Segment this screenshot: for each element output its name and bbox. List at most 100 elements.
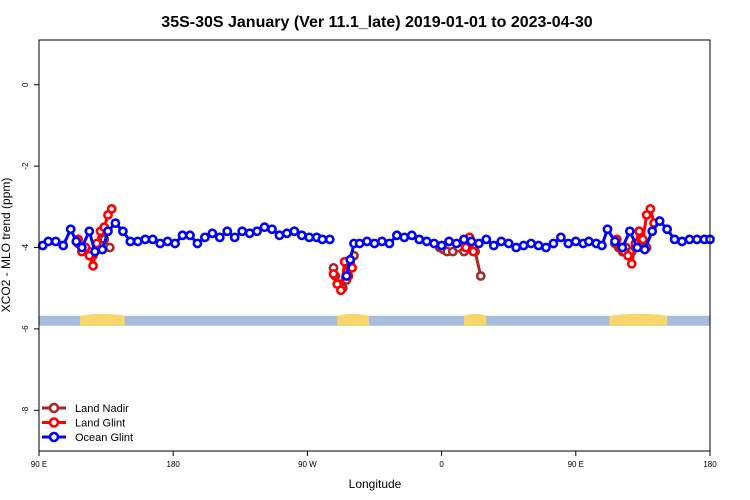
data-point <box>473 238 484 249</box>
legend-label: Land Nadir <box>75 403 129 415</box>
data-point <box>459 234 469 245</box>
legend-item-ocean-glint: Ocean Glint <box>42 431 133 444</box>
land-band-3 <box>463 313 487 326</box>
data-point <box>466 236 477 247</box>
data-point <box>654 216 665 226</box>
data-point <box>199 232 210 243</box>
data-point <box>289 226 300 237</box>
data-point <box>475 271 486 281</box>
x-tick-label: 0 <box>439 460 444 469</box>
data-point <box>511 242 522 253</box>
data-point <box>84 226 95 237</box>
data-point <box>563 238 574 249</box>
data-point <box>274 230 285 241</box>
data-point <box>541 242 551 253</box>
data-point <box>177 230 188 241</box>
data-point <box>76 242 87 253</box>
data-point <box>596 240 607 251</box>
data-point <box>222 226 233 237</box>
plot-frame <box>38 39 711 452</box>
ocean-band <box>39 315 710 326</box>
data-point <box>317 234 328 245</box>
data-point <box>623 250 633 261</box>
surface-band <box>39 313 710 326</box>
legend-swatch-marker <box>48 402 60 414</box>
data-point <box>155 238 166 249</box>
y-axis-label: XCO2 - MLO trend (ppm) <box>0 178 13 313</box>
data-point <box>103 226 113 237</box>
data-point <box>43 236 54 247</box>
data-point <box>444 236 454 247</box>
data-point <box>451 238 462 249</box>
data-point <box>399 232 410 243</box>
land-band-4 <box>609 313 668 326</box>
data-point <box>362 236 372 247</box>
y-tick-label: -2 <box>21 162 30 170</box>
data-point <box>662 224 673 235</box>
x-tick-label: 180 <box>703 460 717 469</box>
data-point <box>304 232 315 243</box>
x-axis: 90 E 180 90 W 0 90 E 180 <box>31 451 717 469</box>
data-point <box>548 238 559 249</box>
data-point <box>192 238 203 249</box>
data-point <box>336 285 346 296</box>
legend: Land Nadir Land Glint Ocean Glint <box>42 402 133 444</box>
data-point <box>638 234 648 245</box>
data-point <box>692 234 702 245</box>
data-point <box>117 226 128 237</box>
data-point <box>104 242 115 253</box>
y-tick-label: -6 <box>21 325 30 333</box>
data-point <box>384 238 395 249</box>
data-point <box>341 271 352 281</box>
x-tick-label: 90 E <box>31 460 47 469</box>
data-point <box>460 242 471 253</box>
data-point <box>647 226 658 237</box>
data-point <box>436 240 447 251</box>
data-point <box>645 203 656 214</box>
x-tick-label: 90 W <box>298 460 317 469</box>
data-point <box>354 238 365 249</box>
data-point <box>414 234 425 245</box>
data-point <box>526 238 536 249</box>
data-point <box>252 226 262 237</box>
data-point <box>132 236 143 247</box>
data-point <box>281 228 292 239</box>
y-tick-label: -4 <box>21 243 30 251</box>
data-point <box>624 226 635 237</box>
x-axis-label: Longitude <box>349 477 402 491</box>
data-point <box>468 246 479 257</box>
data-point <box>147 234 158 245</box>
legend-swatch-marker <box>48 431 60 443</box>
data-point <box>677 236 687 247</box>
data-point <box>377 236 387 247</box>
data-point <box>125 236 136 247</box>
data-point <box>214 232 225 243</box>
data-point <box>58 240 69 251</box>
data-point <box>296 230 307 241</box>
data-point <box>488 240 499 251</box>
series-ocean-glint <box>37 216 715 281</box>
data-point <box>259 222 270 233</box>
data-point <box>518 240 529 251</box>
legend-swatch-marker <box>48 417 60 428</box>
data-point <box>617 242 628 253</box>
data-point <box>421 236 432 247</box>
data-point <box>345 254 356 265</box>
data-point <box>602 224 613 235</box>
data-point <box>669 234 680 245</box>
data-point <box>50 236 61 247</box>
data-point <box>570 236 581 247</box>
data-point <box>634 226 645 237</box>
data-point <box>610 236 620 247</box>
series-layer <box>37 203 715 296</box>
x-tick-label: 180 <box>167 460 181 469</box>
data-point <box>503 238 514 249</box>
data-point <box>684 234 695 245</box>
data-point <box>328 269 339 279</box>
data-point <box>185 230 195 241</box>
land-band-2 <box>337 313 369 326</box>
legend-item-land-glint: Land Glint <box>42 417 125 430</box>
data-point <box>481 234 492 245</box>
data-point <box>229 232 240 243</box>
